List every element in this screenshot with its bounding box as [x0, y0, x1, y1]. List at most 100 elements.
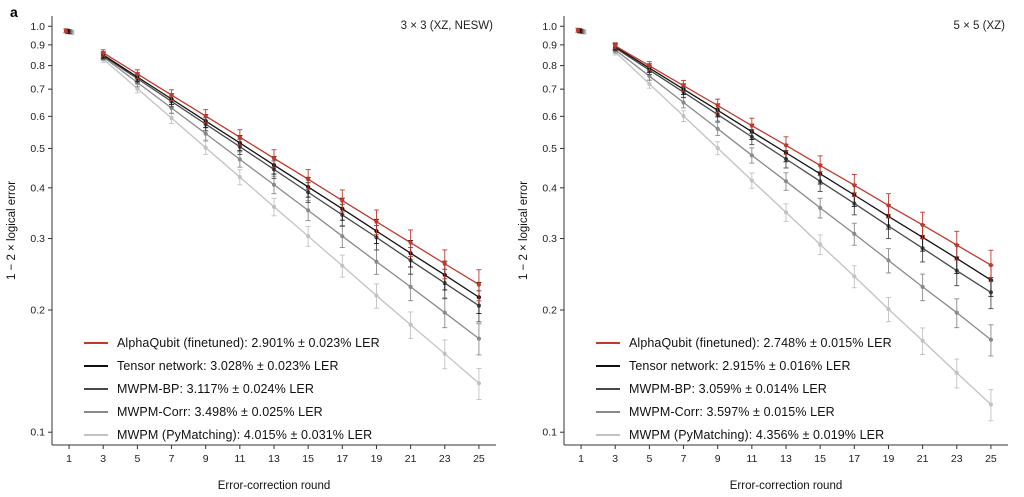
- data-point: [715, 126, 720, 131]
- y-tick-label: 0.2: [30, 305, 45, 317]
- data-point: [886, 307, 891, 312]
- data-point: [886, 203, 891, 208]
- legend-item: Tensor network: 3.028% ± 0.023% LER: [84, 359, 380, 373]
- fit-line-mwpm-bp: [614, 47, 992, 293]
- data-point: [852, 183, 857, 188]
- x-tick-label: 19: [883, 453, 895, 465]
- data-point: [101, 50, 106, 55]
- data-point: [988, 402, 994, 407]
- data-point: [613, 43, 618, 48]
- y-tick-label: 0.6: [542, 111, 557, 123]
- data-point: [681, 113, 686, 119]
- legend-label: MWPM-Corr: 3.597% ± 0.015% LER: [629, 405, 835, 419]
- x-tick-label: 23: [951, 453, 963, 465]
- legend-label: MWPM-Corr: 3.498% ± 0.025% LER: [117, 405, 323, 419]
- chart-svg-left: 1.00.90.80.70.60.50.40.30.20.11 3 5 7 9 11 13 1…: [6, 16, 496, 492]
- fit-line-tensor-network: [614, 46, 992, 281]
- y-tick-label: 0.8: [30, 60, 45, 72]
- figure-label: a: [10, 4, 18, 20]
- data-point: [988, 337, 994, 342]
- chart-svg-right: 1.00.90.80.70.60.50.40.30.20.11 3 5 7 9 11 13 1…: [518, 16, 1008, 492]
- data-point: [237, 157, 242, 162]
- x-axis-ticks: 1 3 5 7 9 11 13 15 17 19 21 23 25: [578, 445, 997, 465]
- x-tick-label: 23: [439, 453, 451, 465]
- x-tick-label: 1: [578, 453, 584, 465]
- x-tick-label: 17: [336, 453, 348, 465]
- x-tick-label: 11: [746, 453, 757, 465]
- fit-line-mwpm-pymatching: [102, 58, 480, 384]
- legend-label: MWPM-BP: 3.117% ± 0.024% LER: [117, 382, 315, 396]
- y-tick-label: 1.0: [30, 21, 45, 33]
- data-point: [783, 179, 789, 184]
- legend-swatch: [84, 434, 108, 436]
- data-point: [749, 178, 754, 183]
- data-point: [920, 338, 925, 343]
- data-point: [647, 63, 652, 68]
- x-tick-label: 15: [814, 453, 826, 465]
- legend-right: AlphaQubit (finetuned): 2.748% ± 0.015% …: [596, 336, 892, 442]
- legend-swatch: [84, 411, 108, 413]
- legend-item: MWPM-Corr: 3.597% ± 0.015% LER: [596, 405, 892, 419]
- data-point: [988, 263, 994, 268]
- x-tick-label: 9: [715, 453, 721, 465]
- y-axis-title: 1 − 2 × logical error: [518, 181, 530, 280]
- data-point: [749, 153, 754, 158]
- fit-line-tensor-network: [102, 54, 480, 298]
- x-tick-label: 5: [646, 453, 652, 465]
- y-axis-ticks: 1.0 0.9 0.8 0.7 0.6 0.5 0.4 0.3 0.2 0.1: [30, 21, 52, 439]
- data-point: [954, 243, 959, 248]
- legend-item: MWPM-BP: 3.117% ± 0.024% LER: [84, 382, 380, 396]
- fit-line-alphaqubit-finetuned: [614, 45, 992, 266]
- data-point: [715, 146, 720, 151]
- data-point: [749, 123, 754, 128]
- y-tick-label: 0.4: [542, 182, 557, 194]
- legend-item: MWPM (PyMatching): 4.356% ± 0.019% LER: [596, 428, 892, 442]
- legend-swatch: [596, 342, 620, 344]
- x-tick-label: 13: [268, 453, 280, 465]
- series-alphaqubit-finetuned: [575, 27, 994, 282]
- data-point: [408, 322, 413, 327]
- legend-item: Tensor network: 2.915% ± 0.016% LER: [596, 359, 892, 373]
- legend-label: MWPM (PyMatching): 4.015% ± 0.031% LER: [117, 428, 373, 442]
- data-point: [954, 370, 959, 375]
- data-point: [203, 131, 208, 136]
- data-point: [715, 103, 720, 108]
- x-axis-title: Error-correction round: [218, 480, 330, 492]
- fit-line-mwpm-corr: [102, 56, 480, 340]
- data-point: [575, 28, 580, 33]
- data-point: [169, 116, 174, 121]
- y-tick-label: 0.2: [542, 305, 557, 317]
- data-point: [476, 282, 482, 287]
- data-point: [442, 261, 447, 266]
- x-tick-label: 17: [848, 453, 860, 465]
- y-tick-label: 0.8: [542, 60, 557, 72]
- legend-label: MWPM-BP: 3.059% ± 0.014% LER: [629, 382, 827, 396]
- data-point: [374, 259, 379, 264]
- legend-label: MWPM (PyMatching): 4.356% ± 0.019% LER: [629, 428, 885, 442]
- data-point: [920, 284, 925, 290]
- legend-swatch: [596, 434, 620, 436]
- legend-item: AlphaQubit (finetuned): 2.901% ± 0.023% …: [84, 336, 380, 350]
- data-point: [954, 310, 959, 315]
- legend-item: MWPM (PyMatching): 4.015% ± 0.031% LER: [84, 428, 380, 442]
- data-point: [476, 381, 482, 386]
- x-tick-label: 19: [371, 453, 383, 465]
- y-tick-label: 0.5: [542, 143, 557, 155]
- data-point: [783, 210, 789, 215]
- data-point: [135, 86, 140, 91]
- x-axis-ticks: 1 3 5 7 9 11 13 15 17 19 21 23 25: [66, 445, 485, 465]
- legend-swatch: [84, 342, 108, 344]
- y-axis-ticks: 1.0 0.9 0.8 0.7 0.6 0.5 0.4 0.3 0.2 0.1: [542, 21, 564, 439]
- y-tick-label: 0.1: [30, 427, 45, 439]
- y-tick-label: 0.3: [542, 233, 557, 245]
- data-point: [340, 263, 345, 268]
- legend-swatch: [596, 365, 620, 367]
- data-point: [852, 274, 857, 279]
- legend-label: Tensor network: 2.915% ± 0.016% LER: [629, 359, 851, 373]
- x-tick-label: 7: [681, 453, 687, 465]
- panel-annotation: 3 × 3 (XZ, NESW): [401, 20, 494, 32]
- series-mwpm-bp: [578, 28, 994, 310]
- y-tick-label: 0.9: [30, 39, 45, 51]
- x-tick-label: 25: [473, 453, 485, 465]
